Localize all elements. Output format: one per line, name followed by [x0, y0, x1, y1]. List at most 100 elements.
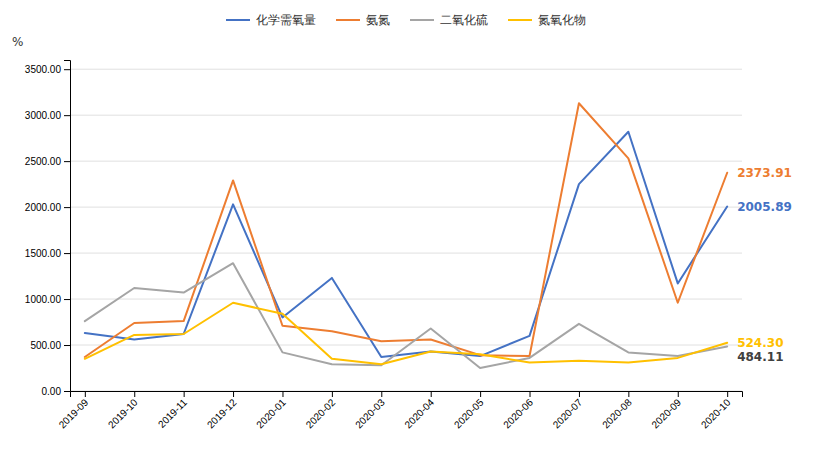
grid — [70, 69, 742, 391]
x-tick-mark — [431, 391, 432, 397]
legend-label: 二氧化硫 — [440, 13, 488, 27]
end-label: 484.11 — [737, 350, 783, 364]
x-tick: 2020-08 — [600, 391, 634, 430]
y-tick-label: 3500.00 — [25, 64, 62, 75]
series-line — [85, 103, 727, 357]
x-tick: 2020-09 — [649, 391, 683, 430]
y-tick: 2500.00 — [25, 156, 70, 167]
series-line — [85, 303, 727, 365]
y-tick-label: 500.00 — [30, 340, 61, 351]
legend-item: 氮氧化物 — [508, 13, 586, 27]
x-tick: 2020-04 — [402, 391, 436, 430]
y-tick-mark — [64, 207, 70, 208]
legend: 化学需氧量 氨氮 二氧化硫 氮氧化物 — [226, 13, 586, 27]
x-tick-label: 2020-01 — [254, 396, 288, 430]
x-tick-label: 2019-12 — [205, 396, 239, 430]
x-tick-mark — [282, 391, 283, 397]
x-tick: 2020-06 — [501, 391, 535, 430]
y-tick-label: 1000.00 — [25, 294, 62, 305]
x-tick-label: 2019-10 — [106, 396, 140, 430]
x-tick-mark — [184, 391, 185, 397]
x-axis-line — [71, 392, 743, 398]
x-tick-mark — [134, 391, 135, 397]
x-tick-mark — [332, 391, 333, 397]
y-tick: 500.00 — [30, 340, 70, 351]
x-tick: 2020-01 — [254, 391, 288, 430]
x-tick-mark — [530, 391, 531, 397]
x-tick-mark — [480, 391, 481, 397]
grid-line — [70, 345, 742, 346]
x-tick: 2019-09 — [57, 391, 91, 430]
x-tick-mark — [628, 391, 629, 397]
y-tick: 3500.00 — [25, 64, 70, 75]
legend-swatch — [226, 19, 250, 21]
x-tick: 2020-07 — [551, 391, 585, 430]
y-tick: 2000.00 — [25, 202, 70, 213]
x-tick-mark — [381, 391, 382, 397]
x-tick: 2020-03 — [353, 391, 387, 430]
y-tick-mark — [64, 299, 70, 300]
x-tick-label: 2020-08 — [600, 396, 634, 430]
x-tick: 2019-10 — [106, 391, 140, 430]
x-tick: 2020-02 — [304, 391, 338, 430]
legend-label: 氨氮 — [366, 13, 390, 27]
x-tick: 2020-10 — [699, 391, 733, 430]
x-axis: 2019-09 2019-10 2019-11 2019-12 2020-01 2020-… — [57, 391, 743, 430]
y-axis: 0.00 500.00 1000.00 1500.00 2000.00 2500.00 30… — [25, 61, 71, 397]
y-tick: 1000.00 — [25, 294, 70, 305]
y-tick-label: 0.00 — [42, 386, 62, 397]
x-tick-mark — [727, 391, 728, 397]
end-label: 2373.91 — [737, 166, 792, 180]
y-tick: 1500.00 — [25, 248, 70, 259]
y-tick-label: 3000.00 — [25, 110, 62, 121]
x-tick: 2019-12 — [205, 391, 239, 430]
x-tick-label: 2020-07 — [551, 396, 585, 430]
end-label: 524.30 — [737, 336, 783, 350]
legend-swatch — [336, 19, 360, 21]
x-tick-mark — [678, 391, 679, 397]
x-tick-label: 2020-06 — [501, 396, 535, 430]
x-tick-mark — [85, 391, 86, 397]
chart: 0.00 500.00 1000.00 1500.00 2000.00 2500.00 30… — [0, 0, 832, 463]
y-tick-mark — [64, 161, 70, 162]
grid-line — [70, 161, 742, 162]
grid-line — [70, 69, 742, 70]
series-line — [85, 263, 727, 368]
y-tick-mark — [64, 115, 70, 116]
legend-item: 化学需氧量 — [226, 13, 316, 27]
legend-label: 化学需氧量 — [256, 13, 316, 27]
y-tick-label: 2500.00 — [25, 156, 62, 167]
y-tick: 0.00 — [42, 386, 70, 397]
end-label: 2005.89 — [737, 200, 792, 214]
x-tick-label: 2020-03 — [353, 396, 387, 430]
x-tick-label: 2020-09 — [649, 396, 683, 430]
plot: 0.00 500.00 1000.00 1500.00 2000.00 2500.00 30… — [12, 35, 792, 430]
lines — [85, 103, 727, 368]
x-tick: 2020-05 — [452, 391, 486, 430]
y-tick-mark — [64, 345, 70, 346]
legend-label: 氮氧化物 — [538, 13, 586, 27]
y-tick-mark — [64, 69, 70, 70]
y-tick: 3000.00 — [25, 110, 70, 121]
x-tick-label: 2019-11 — [156, 396, 190, 430]
x-tick-mark — [233, 391, 234, 397]
y-tick-mark — [64, 391, 70, 392]
y-axis-line — [64, 61, 71, 392]
legend-swatch — [410, 19, 434, 21]
y-tick-label: 1500.00 — [25, 248, 62, 259]
grid-line — [70, 207, 742, 208]
x-tick-label: 2020-05 — [452, 396, 486, 430]
grid-line — [70, 115, 742, 116]
y-axis-label: % — [12, 35, 23, 49]
x-tick-label: 2020-10 — [699, 396, 733, 430]
legend-item: 二氧化硫 — [410, 13, 488, 27]
x-tick-mark — [579, 391, 580, 397]
x-tick-label: 2020-04 — [402, 396, 436, 430]
y-tick-mark — [64, 253, 70, 254]
x-tick-label: 2019-09 — [57, 396, 91, 430]
legend-item: 氨氮 — [336, 13, 390, 27]
y-tick-label: 2000.00 — [25, 202, 62, 213]
legend-swatch — [508, 19, 532, 21]
grid-line — [70, 299, 742, 300]
x-tick-label: 2020-02 — [304, 396, 338, 430]
